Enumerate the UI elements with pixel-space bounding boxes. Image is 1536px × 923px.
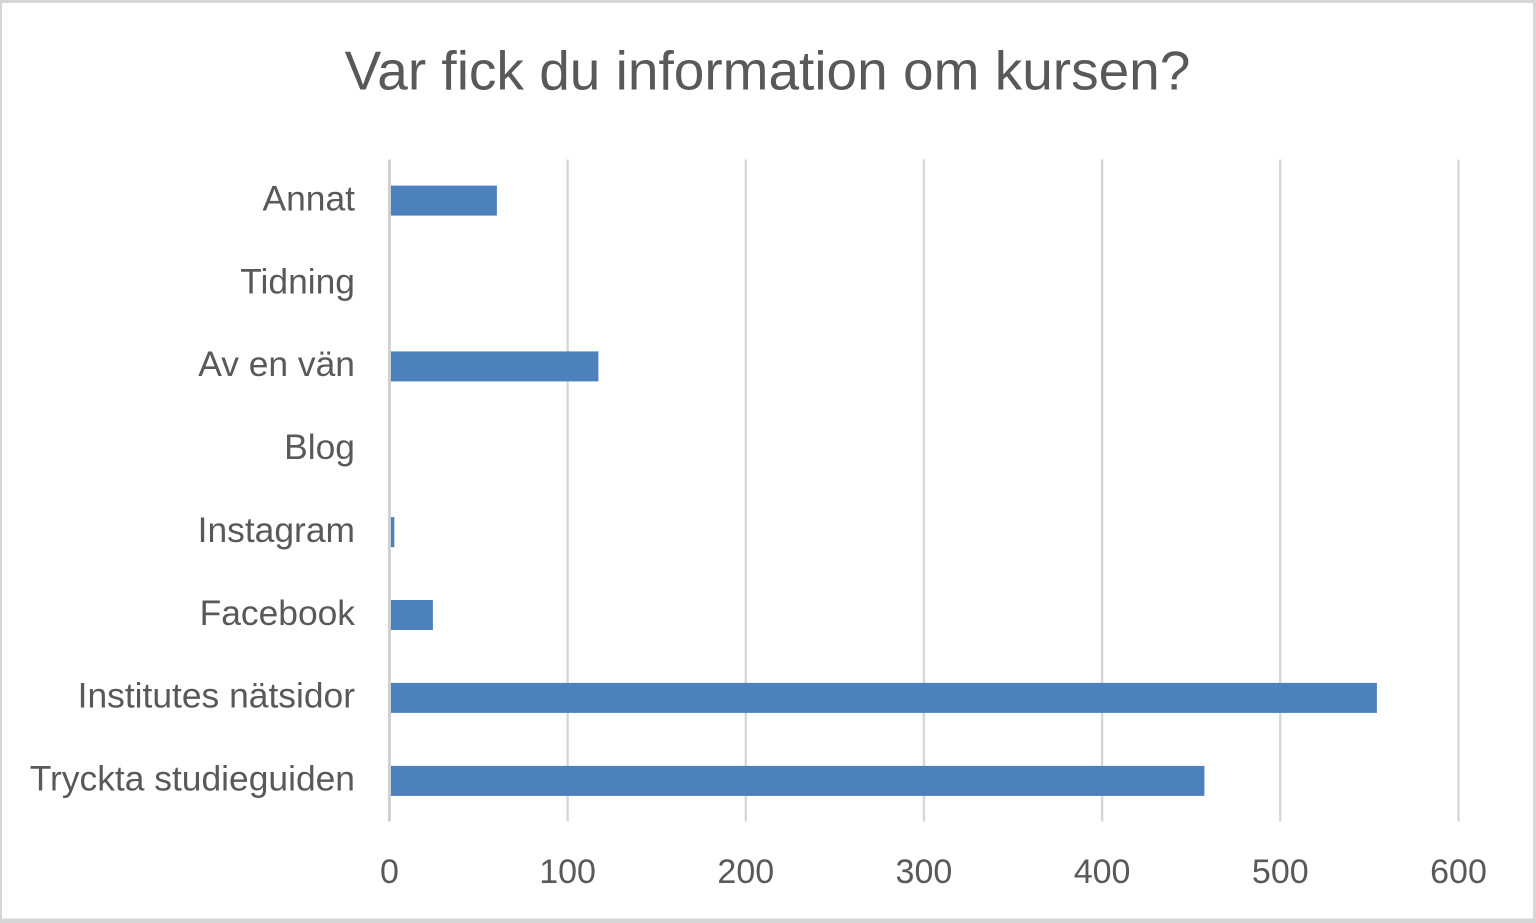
svg-text:600: 600 bbox=[1430, 853, 1487, 891]
svg-text:300: 300 bbox=[896, 853, 953, 891]
svg-text:Tryckta studieguiden: Tryckta studieguiden bbox=[30, 759, 355, 799]
svg-text:200: 200 bbox=[717, 853, 774, 891]
svg-text:Av en vän: Av en vän bbox=[198, 344, 355, 384]
svg-text:Institutes nätsidor: Institutes nätsidor bbox=[78, 676, 356, 716]
svg-text:100: 100 bbox=[539, 853, 596, 891]
svg-text:500: 500 bbox=[1252, 853, 1309, 891]
svg-text:Tidning: Tidning bbox=[240, 261, 355, 301]
svg-text:400: 400 bbox=[1074, 853, 1131, 891]
svg-text:Var fick du information om kur: Var fick du information om kursen? bbox=[345, 40, 1191, 102]
svg-text:0: 0 bbox=[380, 853, 399, 891]
svg-text:Instagram: Instagram bbox=[198, 510, 355, 550]
svg-text:Blog: Blog bbox=[284, 427, 355, 467]
svg-text:Annat: Annat bbox=[263, 178, 356, 218]
svg-text:Facebook: Facebook bbox=[200, 593, 356, 633]
